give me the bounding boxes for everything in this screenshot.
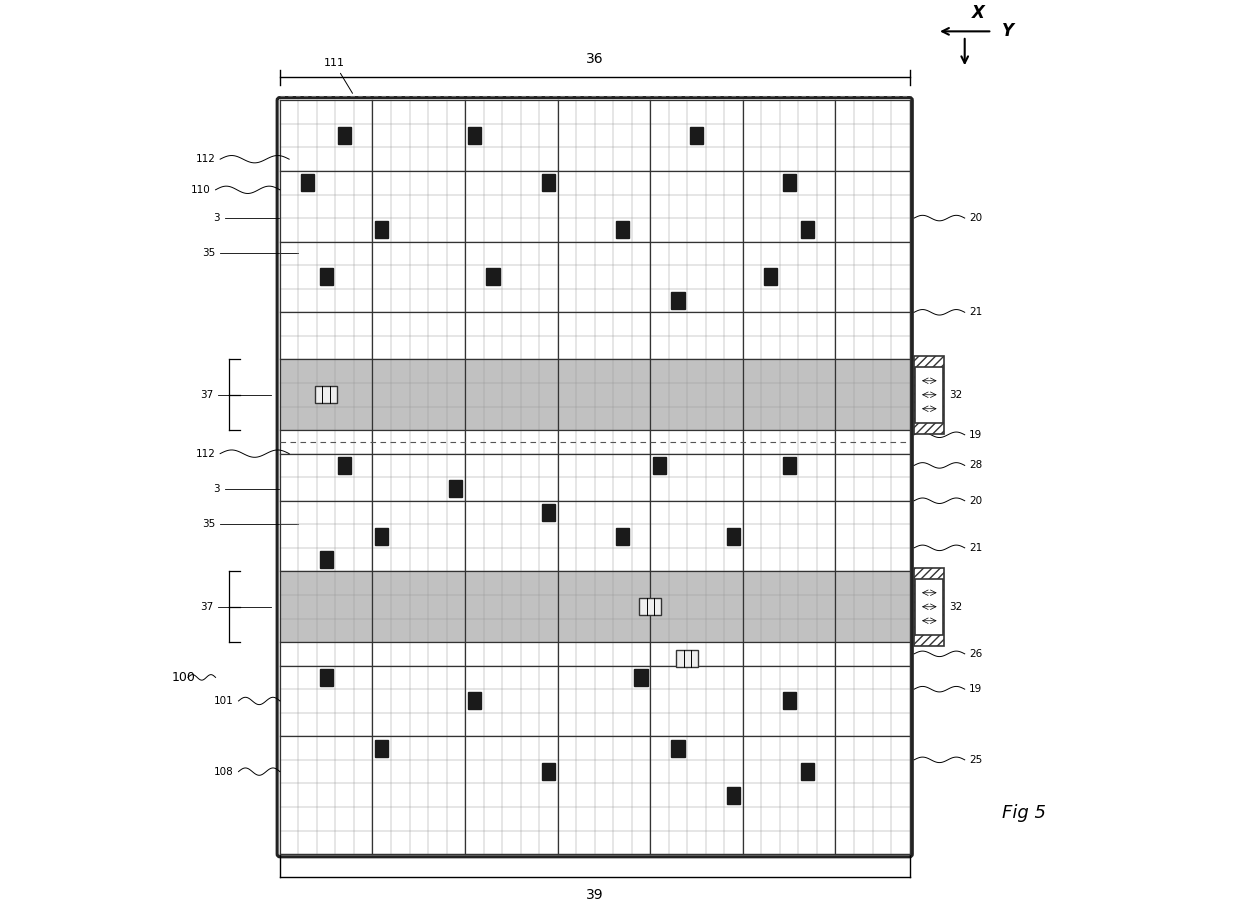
- Text: 111: 111: [324, 58, 352, 93]
- Text: 21: 21: [970, 543, 982, 553]
- Bar: [315, 387, 337, 403]
- Bar: [653, 457, 666, 473]
- Bar: [374, 739, 388, 757]
- Text: 28: 28: [970, 461, 982, 471]
- Text: 19: 19: [970, 684, 982, 694]
- Bar: [915, 579, 944, 635]
- Bar: [676, 651, 698, 666]
- Bar: [320, 269, 332, 285]
- Bar: [542, 174, 556, 191]
- Bar: [374, 222, 388, 238]
- Text: 100: 100: [171, 671, 196, 684]
- Text: 32: 32: [949, 602, 962, 612]
- Text: X: X: [972, 5, 985, 22]
- Text: 19: 19: [970, 430, 982, 439]
- Text: 20: 20: [970, 496, 982, 506]
- Bar: [616, 528, 629, 545]
- Text: 108: 108: [215, 767, 234, 776]
- Bar: [782, 692, 796, 710]
- Bar: [671, 739, 684, 757]
- Bar: [280, 571, 910, 642]
- Text: 37: 37: [201, 390, 213, 400]
- Bar: [542, 763, 556, 780]
- Bar: [339, 457, 351, 473]
- Bar: [467, 127, 481, 144]
- Bar: [801, 222, 815, 238]
- Text: 32: 32: [949, 390, 962, 400]
- Text: 3: 3: [213, 484, 221, 494]
- Bar: [801, 763, 815, 780]
- Bar: [616, 222, 629, 238]
- Text: 26: 26: [970, 649, 982, 659]
- Text: 3: 3: [213, 213, 221, 223]
- Bar: [727, 528, 740, 545]
- Bar: [689, 127, 703, 144]
- Text: Fig 5: Fig 5: [1002, 804, 1047, 821]
- Bar: [301, 174, 314, 191]
- Bar: [764, 269, 777, 285]
- Bar: [542, 504, 556, 521]
- Text: Y: Y: [1002, 22, 1013, 41]
- Text: 35: 35: [202, 248, 216, 258]
- Text: 37: 37: [201, 602, 213, 612]
- Bar: [320, 669, 332, 686]
- Text: 36: 36: [587, 53, 604, 66]
- Text: 39: 39: [587, 888, 604, 902]
- Bar: [671, 292, 684, 309]
- Text: 112: 112: [196, 154, 216, 164]
- FancyBboxPatch shape: [277, 98, 913, 857]
- Bar: [280, 359, 910, 430]
- Text: 25: 25: [970, 755, 982, 765]
- Bar: [914, 568, 945, 645]
- Text: 112: 112: [196, 449, 216, 459]
- Text: 20: 20: [970, 213, 982, 223]
- Bar: [635, 669, 647, 686]
- Text: 21: 21: [970, 307, 982, 318]
- Bar: [782, 174, 796, 191]
- Bar: [782, 457, 796, 473]
- Bar: [727, 786, 740, 804]
- Bar: [915, 366, 944, 423]
- Bar: [467, 692, 481, 710]
- Bar: [486, 269, 500, 285]
- Bar: [339, 127, 351, 144]
- Bar: [914, 356, 945, 434]
- Text: 110: 110: [191, 185, 211, 195]
- Text: 35: 35: [202, 520, 216, 529]
- Bar: [320, 551, 332, 568]
- Bar: [374, 528, 388, 545]
- Bar: [449, 481, 463, 497]
- Text: 101: 101: [215, 696, 234, 706]
- Bar: [639, 598, 661, 615]
